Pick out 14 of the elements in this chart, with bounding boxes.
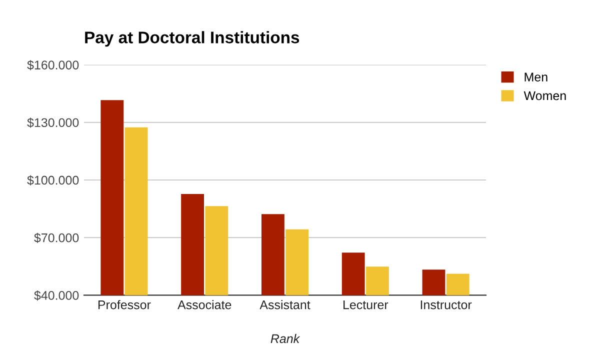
x-tick-label: Professor — [98, 300, 151, 310]
legend-label: Women — [524, 91, 566, 100]
y-tick-label: $100.000 — [27, 175, 79, 186]
y-tick-label: $70.000 — [34, 232, 79, 243]
chart-title: Pay at Doctoral Institutions — [85, 31, 300, 47]
x-axis-title: Rank — [270, 334, 300, 344]
y-tick-label: $130.000 — [27, 118, 79, 128]
x-tick-label: Assistant — [260, 300, 310, 310]
x-tick-label: Associate — [178, 300, 232, 310]
x-tick-label: Lecturer — [344, 300, 388, 310]
x-tick-label: Instructor — [420, 300, 472, 310]
legend-label: Men — [524, 72, 548, 82]
y-tick-label: $40.000 — [34, 290, 79, 301]
y-tick-label: $160.000 — [27, 60, 79, 70]
